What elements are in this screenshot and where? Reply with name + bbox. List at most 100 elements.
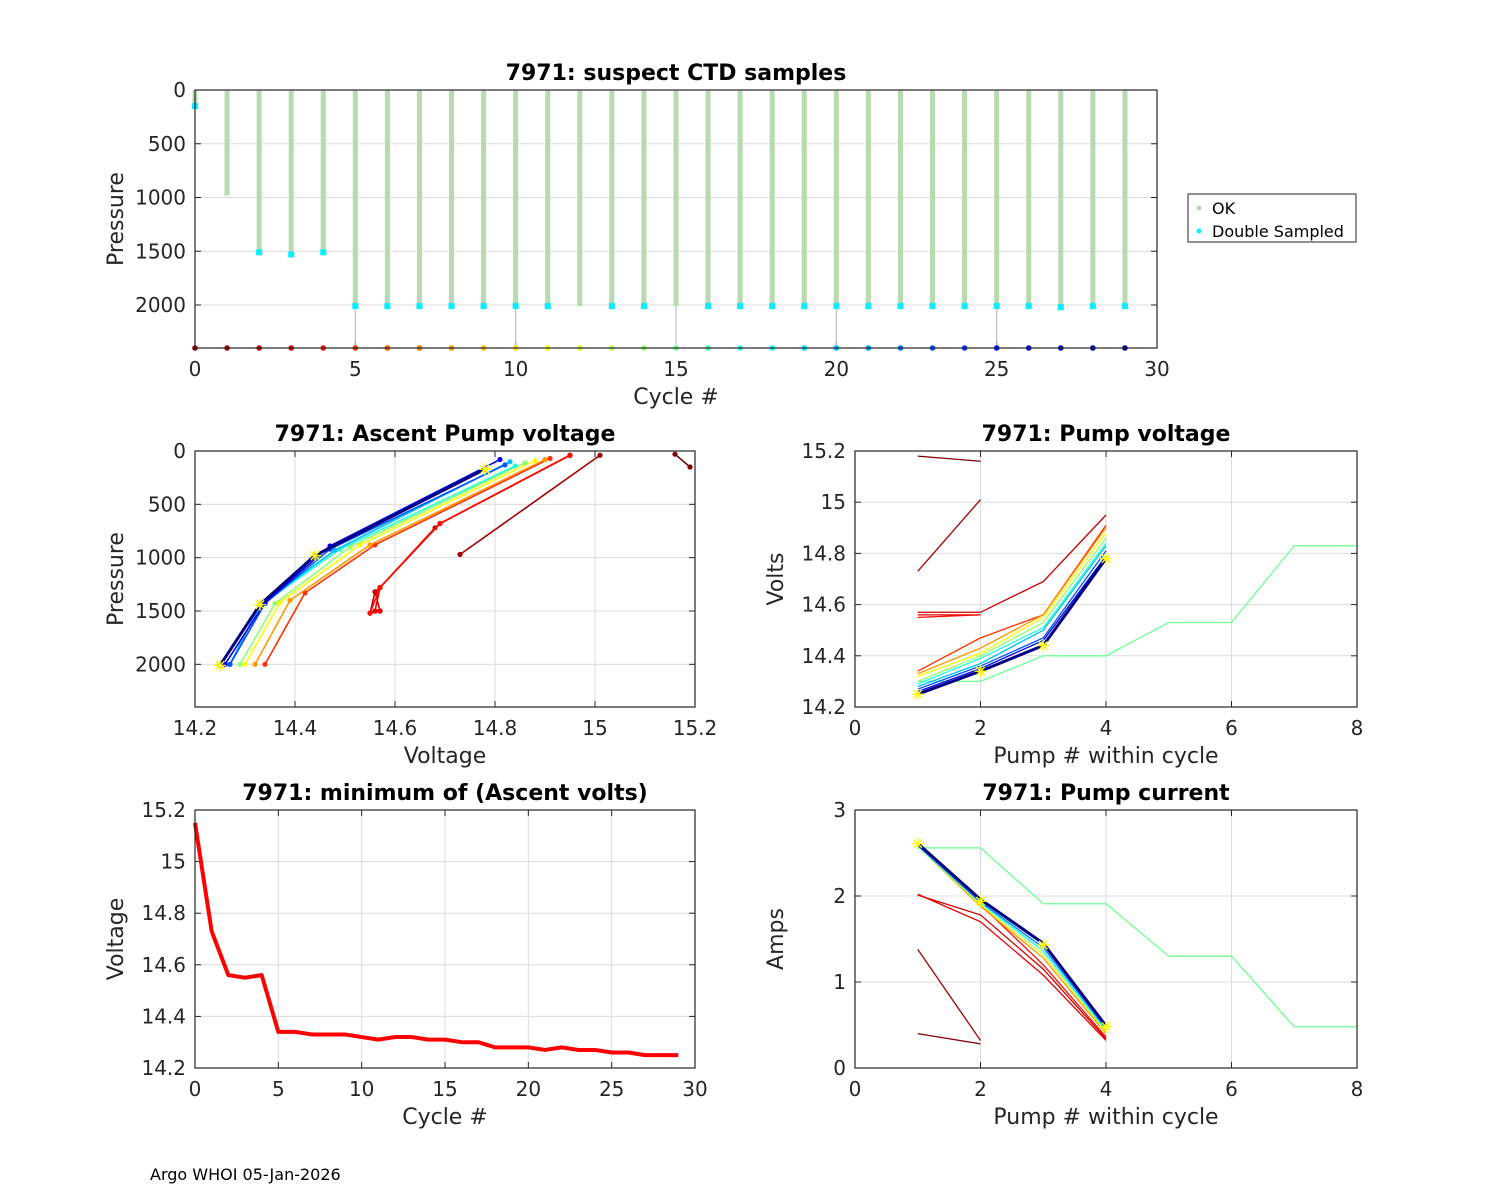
y-axis-label: Voltage bbox=[104, 898, 129, 981]
series-line bbox=[917, 455, 981, 462]
double-sampled-point bbox=[320, 249, 327, 256]
data-point bbox=[457, 551, 463, 558]
axes-frame bbox=[194, 450, 696, 708]
plot-marks bbox=[911, 837, 1357, 1045]
double-sampled-point bbox=[480, 303, 487, 310]
x-tick-label: 20 bbox=[824, 357, 849, 381]
series-line bbox=[917, 1032, 981, 1045]
x-axis-label: Voltage bbox=[404, 744, 487, 769]
plot-marks bbox=[193, 822, 679, 1058]
data-point bbox=[567, 452, 573, 458]
x-tick-label: 14.6 bbox=[373, 716, 418, 740]
double-sampled-point bbox=[961, 303, 968, 310]
data-point bbox=[507, 459, 513, 465]
chart-ascent-pump-voltage: 14.2 14.4 14.6 14.8 15 15.2 0 500 1000 1500 2000 79… bbox=[104, 422, 717, 769]
y-tick-label: 500 bbox=[148, 492, 186, 516]
double-sampled-point bbox=[288, 251, 295, 258]
x-tick-label: 6 bbox=[1225, 716, 1238, 740]
x-tick-label: 10 bbox=[503, 357, 528, 381]
data-point bbox=[372, 589, 378, 595]
x-tick-label: 15.2 bbox=[673, 716, 718, 740]
double-sampled-point bbox=[705, 303, 712, 310]
y-tick-label: 14.4 bbox=[141, 1004, 186, 1028]
series-line bbox=[917, 545, 1357, 683]
data-point bbox=[262, 661, 268, 667]
data-point bbox=[272, 600, 278, 607]
y-axis-label: Amps bbox=[764, 908, 789, 970]
data-point bbox=[377, 608, 383, 614]
plot-marks bbox=[214, 451, 693, 672]
series-line bbox=[459, 454, 601, 556]
double-sampled-point bbox=[897, 303, 904, 310]
double-sampled-point bbox=[544, 303, 551, 310]
min-marker-star bbox=[974, 895, 987, 908]
min-marker-star bbox=[309, 549, 321, 562]
y-tick-label: 3 bbox=[833, 798, 846, 822]
series-line bbox=[917, 524, 1107, 672]
y-tick-label: 0 bbox=[173, 78, 186, 102]
x-tick-label: 30 bbox=[682, 1077, 707, 1101]
data-point bbox=[367, 542, 373, 548]
data-point bbox=[502, 462, 508, 468]
data-point bbox=[512, 463, 518, 469]
series-line bbox=[218, 467, 486, 667]
y-axis-label: Pressure bbox=[104, 532, 129, 626]
data-point bbox=[242, 661, 248, 667]
double-sampled-point bbox=[865, 303, 872, 310]
min-marker-star bbox=[1100, 552, 1112, 565]
double-sampled-point bbox=[1121, 303, 1128, 310]
double-sampled-point bbox=[1025, 303, 1032, 310]
series-line bbox=[239, 462, 526, 665]
min-marker-star bbox=[254, 598, 266, 611]
series-line bbox=[369, 454, 571, 614]
data-point bbox=[672, 451, 678, 457]
series-line bbox=[917, 614, 981, 619]
series-line bbox=[917, 893, 1107, 1041]
double-sampled-point bbox=[801, 303, 808, 310]
series-line bbox=[917, 527, 1107, 675]
series-line bbox=[244, 459, 536, 665]
y-tick-label: 14.2 bbox=[141, 1056, 186, 1080]
min-marker-star bbox=[974, 665, 987, 678]
double-sampled-point bbox=[737, 303, 744, 310]
y-axis-label: Volts bbox=[764, 552, 789, 605]
x-axis-label: Pump # within cycle bbox=[993, 1105, 1218, 1130]
series-line bbox=[917, 557, 1108, 696]
y-tick-label: 1000 bbox=[135, 186, 186, 210]
double-sampled-point bbox=[352, 303, 359, 310]
data-point bbox=[237, 661, 243, 667]
y-tick-label: 2000 bbox=[135, 293, 186, 317]
data-point bbox=[547, 455, 553, 462]
x-tick-label: 25 bbox=[599, 1077, 624, 1101]
x-tick-label: 8 bbox=[1351, 1077, 1364, 1101]
x-tick-label: 15 bbox=[663, 357, 688, 381]
x-tick-label: 2 bbox=[974, 716, 987, 740]
x-tick-label: 4 bbox=[1100, 1077, 1113, 1101]
series-line bbox=[917, 894, 1107, 1040]
min-marker-star bbox=[479, 463, 491, 476]
x-tick-label: 2 bbox=[974, 1077, 987, 1101]
y-tick-label: 1 bbox=[833, 970, 846, 994]
x-tick-label: 5 bbox=[349, 357, 362, 381]
x-tick-label: 5 bbox=[272, 1077, 285, 1101]
legend: OK Double Sampled bbox=[1187, 193, 1357, 243]
data-point bbox=[367, 610, 373, 616]
y-tick-label: 14.6 bbox=[141, 953, 186, 977]
legend-marker bbox=[1196, 205, 1202, 211]
data-point bbox=[437, 520, 443, 527]
axes-frame bbox=[194, 809, 696, 1069]
y-tick-label: 500 bbox=[148, 132, 186, 156]
double-sampled-point bbox=[640, 303, 647, 310]
data-point bbox=[332, 547, 338, 553]
axes-frame bbox=[194, 89, 1158, 349]
series-line bbox=[917, 542, 1107, 685]
double-sampled-point bbox=[384, 303, 391, 310]
series-line bbox=[917, 555, 1107, 693]
double-sampled-point bbox=[993, 303, 1000, 310]
y-tick-label: 2000 bbox=[135, 652, 186, 676]
chart-title: 7971: Pump current bbox=[982, 781, 1230, 806]
x-axis-label: Cycle # bbox=[402, 1105, 488, 1130]
y-tick-label: 14.4 bbox=[801, 644, 846, 668]
data-point bbox=[542, 456, 548, 463]
double-sampled-point bbox=[448, 303, 455, 310]
